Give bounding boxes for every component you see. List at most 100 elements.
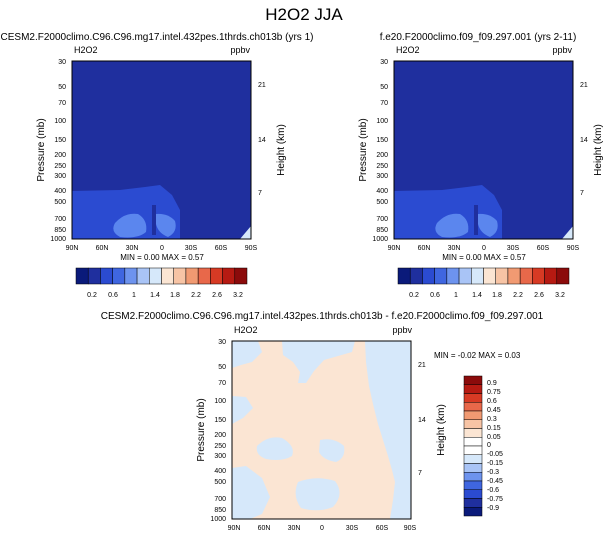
- colorbar-cell: [463, 480, 483, 490]
- panel-3-cbar-label-5: 0.15: [487, 425, 501, 432]
- colorbar-cell: [463, 454, 483, 464]
- panel-2-ytick-400: 400: [376, 188, 388, 195]
- panel-1-xtick-90n: 90N: [66, 245, 79, 252]
- panel-1-xtick-0: 0: [160, 245, 164, 252]
- panel-2-xtick-60s: 60S: [537, 245, 550, 252]
- panel-3-cbar-label-0: 0.9: [487, 380, 497, 387]
- panel-2-ytick-500: 500: [376, 199, 388, 206]
- panel-3-ytick-150: 150: [214, 417, 226, 424]
- panel-1-ytick-700: 700: [54, 216, 66, 223]
- panel-3-cbar-label-10: -0.3: [487, 469, 499, 476]
- panel-3-x-ticks: 90N 60N 30N 0 30S 60S 90S: [228, 525, 417, 532]
- panel-3-cbar-label-1: 0.75: [487, 389, 501, 396]
- colorbar-cell: [222, 267, 236, 285]
- panel-3-variable: H2O2: [234, 325, 258, 335]
- panel-2-right-ticks: 21 14 7: [580, 82, 588, 197]
- colorbar-cell: [458, 267, 472, 285]
- panel-1-units: ppbv: [230, 45, 250, 55]
- panel-3-cbar-label-12: -0.6: [487, 487, 499, 494]
- panel-2-cbar-label-6: 2.6: [534, 292, 544, 299]
- panel-3-neg-right-column: [365, 341, 411, 519]
- panel-1-rtick-14: 14: [258, 137, 266, 144]
- panel-3-cbar-label-13: -0.75: [487, 496, 503, 503]
- panel-2-xtick-60n: 60N: [418, 245, 431, 252]
- panel-1-x-ticks: 90N 60N 30N 0 30S 60S 90S: [66, 245, 258, 252]
- panel-3-cbar-label-9: -0.15: [487, 460, 503, 467]
- panel-3-neg-bottom-left: [232, 466, 270, 519]
- panel-2-ylabel-right: Height (km): [593, 124, 604, 176]
- panel-3-neg-mid-blob: [256, 437, 293, 460]
- panel-2-ytick-850: 850: [376, 227, 388, 234]
- panel-2-ytick-50: 50: [380, 84, 388, 91]
- colorbar-cell: [75, 267, 89, 285]
- panel-3-ytick-1000: 1000: [210, 516, 226, 523]
- panel-1-spike: [152, 205, 156, 235]
- panel-2-frame: [393, 60, 574, 240]
- panel-3-cbar-label-2: 0.6: [487, 398, 497, 405]
- panel-2-ytick-250: 250: [376, 163, 388, 170]
- panel-3-ylabel-right: Height (km): [436, 404, 447, 456]
- panel-1-rtick-21: 21: [258, 82, 266, 89]
- panel-1-colorbar: 0.2 0.6 1 1.4 1.8 2.2 2.6 3.2: [75, 267, 248, 299]
- colorbar-cell: [463, 507, 483, 517]
- panel-1-edge-white: [240, 226, 251, 239]
- panel-1-xtick-60n: 60N: [96, 245, 109, 252]
- colorbar-cell: [471, 267, 484, 285]
- panel-3-xtick-90n: 90N: [228, 525, 241, 532]
- panel-1-colorbar-cells: [75, 267, 248, 285]
- panel-1-stats: MIN = 0.00 MAX = 0.57: [120, 253, 204, 262]
- panel-2-ytick-150: 150: [376, 137, 388, 144]
- panel-1-cbar-label-4: 1.8: [170, 292, 180, 299]
- colorbar-cell: [434, 267, 448, 285]
- panel-1-ylabel: Pressure (mb): [36, 118, 47, 181]
- panel-3-neg-top-center: [282, 341, 355, 383]
- panel-1-ytick-400: 400: [54, 188, 66, 195]
- colorbar-cell: [495, 267, 509, 285]
- panel-2-xtick-90n: 90N: [388, 245, 401, 252]
- panel-3-colorbar: 0.9 0.75 0.6 0.45 0.3 0.15 0.05 0 -0.05 …: [463, 375, 503, 517]
- panel-2-ytick-300: 300: [376, 173, 388, 180]
- panel-1-cbar-label-7: 3.2: [233, 292, 243, 299]
- colorbar-cell: [409, 267, 423, 285]
- colorbar-cell: [161, 267, 174, 285]
- colorbar-cell: [463, 402, 483, 412]
- panel-3-colorbar-labels: 0.9 0.75 0.6 0.45 0.3 0.15 0.05 0 -0.05 …: [487, 380, 503, 512]
- panel-1-ytick-1000: 1000: [50, 236, 66, 243]
- panel-3-ytick-200: 200: [214, 432, 226, 439]
- panel-3-neg-top-left: [232, 341, 262, 368]
- panel-3-xtick-60s: 60S: [376, 525, 389, 532]
- panel-3-neg-left-lobe: [232, 396, 253, 424]
- panel-1-colorbar-labels: 0.2 0.6 1 1.4 1.8 2.2 2.6 3.2: [87, 292, 243, 299]
- panel-3-ytick-50: 50: [218, 364, 226, 371]
- colorbar-cell: [463, 463, 483, 473]
- panel-2-stats: MIN = 0.00 MAX = 0.57: [442, 253, 526, 262]
- panel-1-title: CESM2.F2000climo.C96.C96.mg17.intel.432p…: [1, 32, 314, 43]
- panel-1: CESM2.F2000climo.C96.C96.mg17.intel.432p…: [1, 32, 314, 299]
- panel-2-title: f.e20.F2000climo.f09_f09.297.001 (yrs 2-…: [380, 32, 577, 43]
- colorbar-cell: [463, 445, 483, 455]
- panel-2-colorbar-labels: 0.2 0.6 1 1.4 1.8 2.2 2.6 3.2: [409, 292, 565, 299]
- panel-2-x-ticks: 90N 60N 30N 0 30S 60S 90S: [388, 245, 580, 252]
- panel-2-blob-left: [435, 213, 469, 238]
- colorbar-cell: [100, 267, 113, 285]
- panel-1-blob-left: [113, 213, 147, 238]
- colorbar-cell: [519, 267, 533, 285]
- panel-3-title: CESM2.F2000climo.C96.C96.mg17.intel.432p…: [101, 311, 544, 322]
- panel-3-units: ppbv: [392, 325, 412, 335]
- panel-2-plot: [393, 60, 574, 240]
- panel-1-y-ticks: 30 50 70 100 150 200 250 300 400 500 700…: [50, 59, 66, 243]
- panel-1-blob-center: [156, 213, 176, 237]
- panel-2-edge-white: [562, 226, 573, 239]
- panel-3-colorbar-cells: [463, 375, 483, 517]
- panel-2: f.e20.F2000climo.f09_f09.297.001 (yrs 2-…: [358, 32, 604, 299]
- panel-1-cbar-label-2: 1: [132, 292, 136, 299]
- colorbar-cell: [234, 267, 248, 285]
- panel-2-cbar-label-0: 0.2: [409, 292, 419, 299]
- colorbar-cell: [463, 410, 483, 420]
- panel-2-rtick-21: 21: [580, 82, 588, 89]
- panel-3-right-ticks: 21 14 7: [418, 362, 426, 477]
- panel-1-xtick-90s: 90S: [245, 245, 258, 252]
- panel-1-ytick-100: 100: [54, 118, 66, 125]
- colorbar-cell: [124, 267, 138, 285]
- panel-1-variable: H2O2: [74, 45, 98, 55]
